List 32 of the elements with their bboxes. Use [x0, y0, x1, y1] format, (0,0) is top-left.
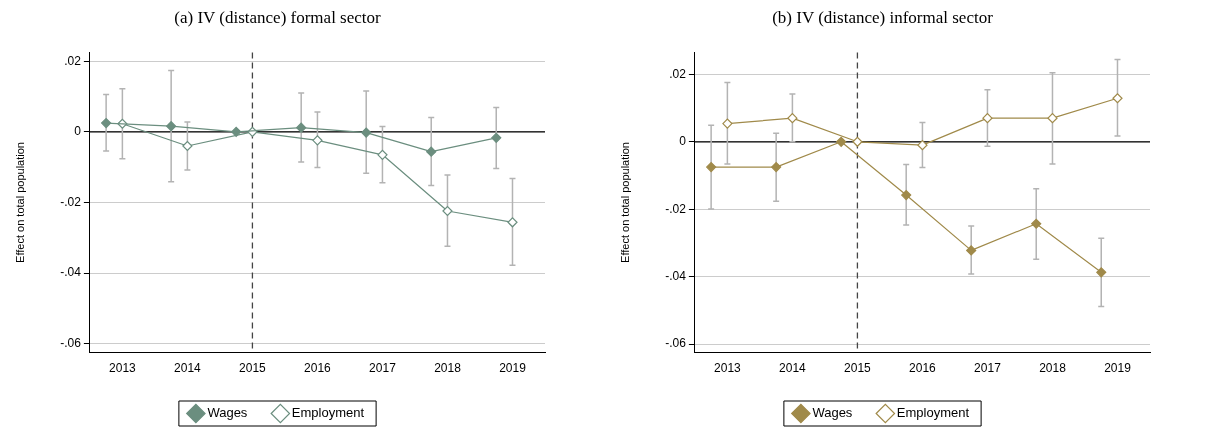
- x-tick-label: 2018: [1039, 361, 1067, 376]
- legend-label: Employment: [896, 405, 970, 421]
- x-tick-label: 2017: [974, 361, 1002, 376]
- x-tick-label: 2015: [239, 361, 267, 376]
- y-tick-label: -.04: [665, 269, 687, 284]
- chart-title: (a) IV (distance) formal sector: [174, 7, 382, 27]
- x-tick-label: 2014: [174, 361, 202, 376]
- y-tick-label: 0: [74, 124, 82, 139]
- y-tick-label: -.02: [665, 201, 687, 216]
- x-tick-label: 2016: [909, 361, 937, 376]
- y-tick-label: 0: [679, 134, 687, 149]
- legend-label: Employment: [291, 405, 365, 421]
- x-tick-label: 2018: [434, 361, 462, 376]
- x-tick-label: 2013: [714, 361, 742, 376]
- chart-title: (b) IV (distance) informal sector: [772, 7, 994, 27]
- y-tick-label: -.04: [60, 265, 82, 280]
- x-tick-label: 2019: [499, 361, 527, 376]
- y-tick-label: -.02: [60, 194, 82, 209]
- y-tick-label: -.06: [665, 336, 687, 351]
- x-tick-label: 2014: [779, 361, 807, 376]
- x-tick-label: 2017: [369, 361, 397, 376]
- x-tick-label: 2013: [109, 361, 137, 376]
- x-tick-label: 2015: [844, 361, 872, 376]
- legend-label: Wages: [812, 405, 853, 421]
- y-tick-label: -.06: [60, 336, 82, 351]
- x-tick-label: 2019: [1104, 361, 1132, 376]
- legend-label: Wages: [207, 405, 248, 421]
- y-axis-title: Effect on total population: [618, 142, 631, 263]
- y-tick-label: .02: [64, 53, 82, 68]
- y-axis-title: Effect on total population: [13, 142, 26, 263]
- x-tick-label: 2016: [304, 361, 332, 376]
- y-tick-label: .02: [669, 66, 687, 81]
